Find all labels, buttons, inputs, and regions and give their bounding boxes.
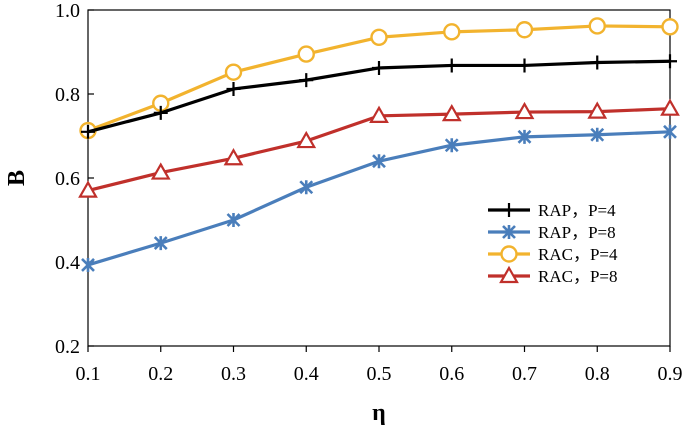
data-point bbox=[150, 162, 171, 180]
data-point bbox=[226, 81, 241, 96]
data-point bbox=[299, 73, 314, 88]
legend-label: RAP，P=4 bbox=[538, 201, 616, 220]
x-tick-label: 0.8 bbox=[585, 363, 610, 385]
data-point bbox=[223, 148, 244, 166]
data-point bbox=[499, 265, 519, 284]
data-point bbox=[78, 180, 98, 198]
data-point bbox=[588, 17, 606, 35]
x-tick-label: 0.5 bbox=[367, 363, 392, 385]
x-tick-label: 0.4 bbox=[294, 363, 319, 385]
data-point bbox=[369, 105, 389, 123]
legend: RAP，P=4 RAP，P=8 RAC，P=4 RAC，P=8 bbox=[488, 201, 618, 286]
data-point bbox=[590, 55, 605, 70]
data-point bbox=[297, 45, 315, 63]
plot-frame bbox=[87, 9, 671, 347]
legend-label: RAC，P=8 bbox=[538, 267, 618, 286]
data-point bbox=[514, 101, 535, 120]
x-axis-title: η bbox=[372, 400, 386, 426]
data-point bbox=[444, 58, 459, 73]
data-point bbox=[660, 98, 680, 116]
series-layer bbox=[78, 17, 680, 272]
x-tick-label: 0.1 bbox=[76, 363, 101, 385]
data-point bbox=[443, 23, 461, 41]
data-point bbox=[661, 18, 679, 36]
y-tick-label: 0.8 bbox=[55, 84, 80, 106]
data-point bbox=[299, 180, 314, 195]
legend-item-3: RAC，P=8 bbox=[488, 265, 618, 286]
data-point bbox=[153, 236, 168, 251]
legend-item-0: RAP，P=4 bbox=[488, 201, 616, 220]
data-point bbox=[444, 138, 459, 153]
data-point bbox=[517, 129, 532, 144]
x-tick-label: 0.9 bbox=[658, 363, 683, 385]
data-point bbox=[587, 101, 608, 119]
data-point bbox=[153, 105, 168, 120]
data-point bbox=[590, 127, 605, 142]
data-point bbox=[224, 63, 243, 81]
x-tick-label: 0.7 bbox=[512, 363, 537, 385]
x-tick-label: 0.3 bbox=[221, 363, 246, 385]
series-2 bbox=[79, 17, 679, 140]
data-point bbox=[81, 124, 95, 139]
y-axis-title: B bbox=[4, 170, 30, 186]
data-point bbox=[517, 58, 532, 73]
y-tick-label: 0.6 bbox=[55, 168, 80, 190]
series-1 bbox=[81, 124, 677, 272]
data-point bbox=[663, 124, 677, 139]
legend-item-1: RAP，P=8 bbox=[488, 223, 616, 242]
data-point bbox=[500, 245, 518, 263]
y-tick-label: 0.4 bbox=[55, 252, 80, 274]
x-tick-label: 0.6 bbox=[439, 363, 464, 385]
y-tick-label: 1.0 bbox=[55, 0, 80, 22]
data-point bbox=[515, 21, 534, 39]
data-point bbox=[226, 213, 241, 227]
data-point bbox=[663, 54, 677, 69]
data-point bbox=[372, 60, 386, 75]
data-point bbox=[502, 203, 516, 217]
data-point bbox=[441, 103, 462, 122]
data-point bbox=[81, 257, 95, 272]
legend-label: RAP，P=8 bbox=[538, 223, 616, 242]
data-point bbox=[372, 154, 386, 169]
series-0 bbox=[81, 54, 677, 139]
data-point bbox=[296, 130, 317, 149]
x-tick-label: 0.2 bbox=[148, 363, 173, 385]
y-tick-label: 0.2 bbox=[55, 336, 80, 358]
legend-label: RAC，P=4 bbox=[538, 245, 618, 264]
series-3 bbox=[78, 98, 680, 198]
legend-item-2: RAC，P=4 bbox=[488, 245, 618, 264]
data-point bbox=[502, 225, 516, 239]
axes: 0.2 0.4 0.6 0.8 1.0 0.1 0.2 0.3 0.4 0.5 0.6 0.7 0.8 0… bbox=[4, 0, 683, 426]
data-point bbox=[370, 28, 388, 46]
